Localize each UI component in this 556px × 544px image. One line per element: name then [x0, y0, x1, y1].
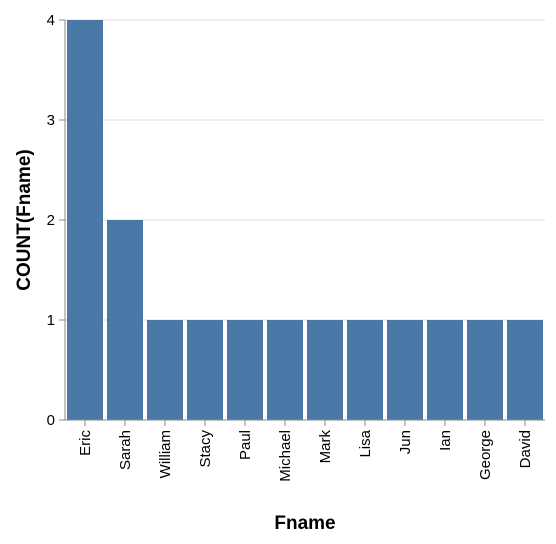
- bar-william: [147, 320, 183, 420]
- bar-mark: [307, 320, 343, 420]
- x-tick-label: Eric: [77, 430, 94, 456]
- y-tick-label: 1: [47, 312, 55, 329]
- x-tick-label: Sarah: [117, 430, 134, 470]
- bar-ian: [427, 320, 463, 420]
- bar-david: [507, 320, 543, 420]
- bar-jun: [387, 320, 423, 420]
- x-tick-label: George: [477, 430, 494, 480]
- bar-paul: [227, 320, 263, 420]
- x-tick-label: Ian: [437, 430, 454, 451]
- bar-michael: [267, 320, 303, 420]
- y-axis-title: COUNT(Fname): [14, 149, 35, 290]
- x-tick-label: William: [157, 430, 174, 478]
- y-tick-label: 0: [47, 412, 55, 429]
- x-tick-label: Mark: [317, 430, 334, 464]
- x-tick-labels: Eric Sarah William Stacy Paul Michael Mark Lisa…: [77, 420, 534, 482]
- x-axis-title: Fname: [274, 513, 335, 534]
- x-tick-label: Stacy: [197, 430, 214, 468]
- y-tick-label: 2: [47, 212, 55, 229]
- bar-stacy: [187, 320, 223, 420]
- bar-eric: [67, 20, 103, 420]
- bar-george: [467, 320, 503, 420]
- x-tick-label: Paul: [237, 430, 254, 460]
- y-tick-label: 3: [47, 112, 55, 129]
- bars: [67, 20, 543, 420]
- bar-sarah: [107, 220, 143, 420]
- y-tick-labels: 0 1 2 3 4: [47, 12, 65, 429]
- x-tick-label: David: [517, 430, 534, 468]
- x-tick-label: Jun: [397, 430, 414, 454]
- x-tick-label: Lisa: [357, 429, 374, 457]
- y-tick-label: 4: [47, 12, 55, 29]
- bar-lisa: [347, 320, 383, 420]
- x-tick-label: Michael: [277, 430, 294, 482]
